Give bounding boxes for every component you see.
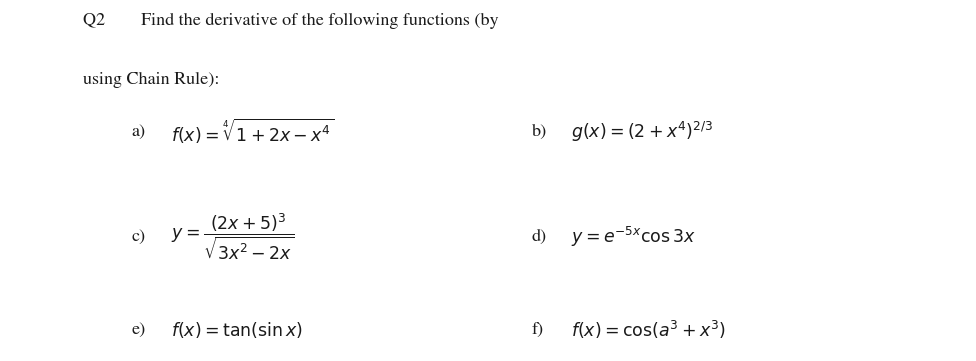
Text: $y=e^{-5x}\cos 3x$: $y=e^{-5x}\cos 3x$ [571,225,696,248]
Text: $f(x)=\cos(a^{3}+x^{3})$: $f(x)=\cos(a^{3}+x^{3})$ [571,319,726,342]
Text: c): c) [132,229,145,244]
Text: $g(x)=(2+x^{4})^{2/3}$: $g(x)=(2+x^{4})^{2/3}$ [571,120,713,144]
Text: using Chain Rule):: using Chain Rule): [83,72,220,88]
Text: $f(x)=\tan(\sin x)$: $f(x)=\tan(\sin x)$ [171,320,303,340]
Text: a): a) [132,124,145,140]
Text: b): b) [532,124,548,140]
Text: f): f) [532,322,544,338]
Text: Q2        Find the derivative of the following functions (by: Q2 Find the derivative of the following … [83,13,499,29]
Text: $y=\dfrac{(2x+5)^{3}}{\sqrt{3x^{2}-2x}}$: $y=\dfrac{(2x+5)^{3}}{\sqrt{3x^{2}-2x}}$ [171,211,294,262]
Text: d): d) [532,229,547,244]
Text: e): e) [132,322,146,338]
Text: $f(x)=\sqrt[4]{1+2x-x^{4}}$: $f(x)=\sqrt[4]{1+2x-x^{4}}$ [171,117,334,146]
